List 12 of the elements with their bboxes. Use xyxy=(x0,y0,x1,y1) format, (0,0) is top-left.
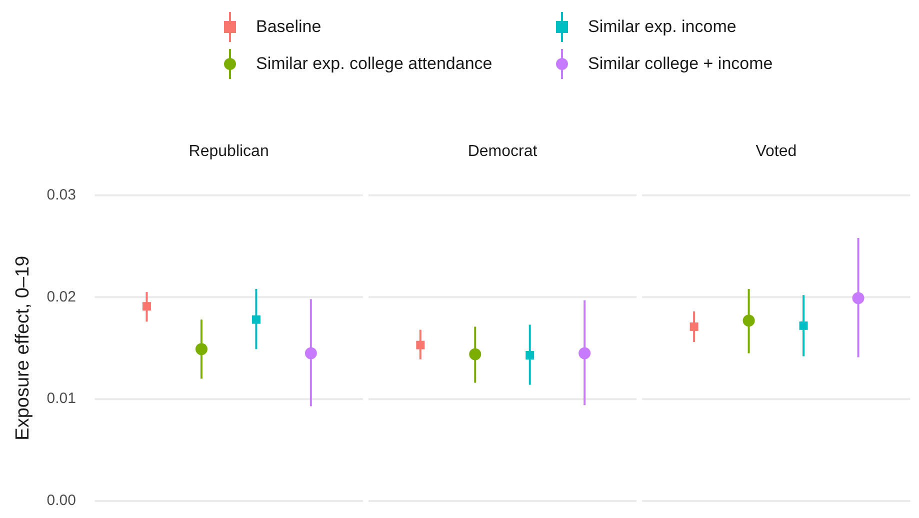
legend-label: Similar exp. income xyxy=(588,16,736,36)
y-tick-label: 0.02 xyxy=(46,288,76,306)
y-axis-title: Exposure effect, 0–19 xyxy=(12,256,34,440)
legend-label: Baseline xyxy=(256,16,322,36)
x-tick-label: Republican xyxy=(188,143,269,160)
x-tick-label: Democrat xyxy=(468,143,538,160)
x-tick-label: Voted xyxy=(756,143,797,160)
legend-label: Similar exp. college attendance xyxy=(256,54,492,74)
legend-label: Similar college + income xyxy=(588,54,773,74)
y-tick-label: 0.00 xyxy=(46,492,76,510)
y-tick-label: 0.01 xyxy=(46,390,76,408)
y-tick-label: 0.03 xyxy=(46,186,76,204)
